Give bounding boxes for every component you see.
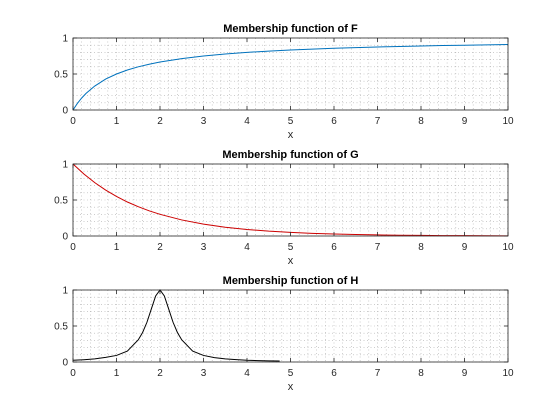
x-axis-label: x bbox=[288, 255, 294, 267]
x-tick-label: 6 bbox=[331, 116, 337, 127]
x-tick-label: 2 bbox=[157, 368, 163, 379]
x-tick-label: 9 bbox=[462, 368, 468, 379]
x-tick-label: 8 bbox=[418, 242, 424, 253]
chart-title: Membership function of G bbox=[222, 149, 358, 161]
x-tick-label: 0 bbox=[70, 116, 76, 127]
x-tick-label: 9 bbox=[462, 116, 468, 127]
subplot-2: 0 1 2 3 4 5 6 7 8 9 10 0 0.5 1 Membership function of … bbox=[54, 149, 514, 267]
x-tick-label: 7 bbox=[375, 368, 381, 379]
x-tick-label: 3 bbox=[201, 242, 207, 253]
x-tick-label: 8 bbox=[418, 116, 424, 127]
y-tick-label: 0.5 bbox=[54, 322, 68, 333]
x-tick-label: 7 bbox=[375, 242, 381, 253]
subplot-3: 0 1 2 3 4 5 6 7 8 9 10 0 0.5 1 Membership function of … bbox=[54, 275, 514, 393]
y-tick-label: 0 bbox=[62, 232, 68, 243]
x-tick-label: 1 bbox=[114, 242, 120, 253]
x-tick-label: 10 bbox=[502, 368, 514, 379]
subplot-1: 0 1 2 3 4 5 6 7 8 9 10 0 0.5 1 Membership function of … bbox=[54, 23, 514, 141]
x-tick-label: 2 bbox=[157, 116, 163, 127]
grid bbox=[72, 37, 509, 111]
y-tick-label: 1 bbox=[62, 160, 68, 171]
chart-title: Membership function of H bbox=[223, 275, 359, 287]
chart-title: Membership function of F bbox=[223, 23, 358, 35]
x-axis-label: x bbox=[288, 381, 294, 393]
x-tick-label: 1 bbox=[114, 368, 120, 379]
x-tick-label: 4 bbox=[244, 368, 250, 379]
x-tick-label: 6 bbox=[331, 368, 337, 379]
x-tick-label: 5 bbox=[288, 368, 294, 379]
x-tick-label: 1 bbox=[114, 116, 120, 127]
x-tick-label: 2 bbox=[157, 242, 163, 253]
y-tick-label: 1 bbox=[62, 34, 68, 45]
x-tick-label: 4 bbox=[244, 116, 250, 127]
y-tick-label: 0.5 bbox=[54, 196, 68, 207]
x-tick-label: 10 bbox=[502, 116, 514, 127]
y-tick-label: 0 bbox=[62, 358, 68, 369]
x-tick-label: 3 bbox=[201, 368, 207, 379]
x-axis-label: x bbox=[288, 129, 294, 141]
x-tick-label: 0 bbox=[70, 242, 76, 253]
x-tick-label: 10 bbox=[502, 242, 514, 253]
series-line bbox=[72, 289, 280, 362]
x-tick-label: 6 bbox=[331, 242, 337, 253]
x-tick-label: 4 bbox=[244, 242, 250, 253]
y-tick-label: 1 bbox=[62, 286, 68, 297]
x-tick-label: 8 bbox=[418, 368, 424, 379]
x-tick-label: 5 bbox=[288, 116, 294, 127]
x-tick-label: 3 bbox=[201, 116, 207, 127]
y-tick-label: 0.5 bbox=[54, 70, 68, 81]
y-tick-label: 0 bbox=[62, 106, 68, 117]
x-tick-label: 9 bbox=[462, 242, 468, 253]
x-tick-label: 7 bbox=[375, 116, 381, 127]
x-tick-label: 0 bbox=[70, 368, 76, 379]
x-tick-label: 5 bbox=[288, 242, 294, 253]
series-line bbox=[72, 44, 509, 111]
